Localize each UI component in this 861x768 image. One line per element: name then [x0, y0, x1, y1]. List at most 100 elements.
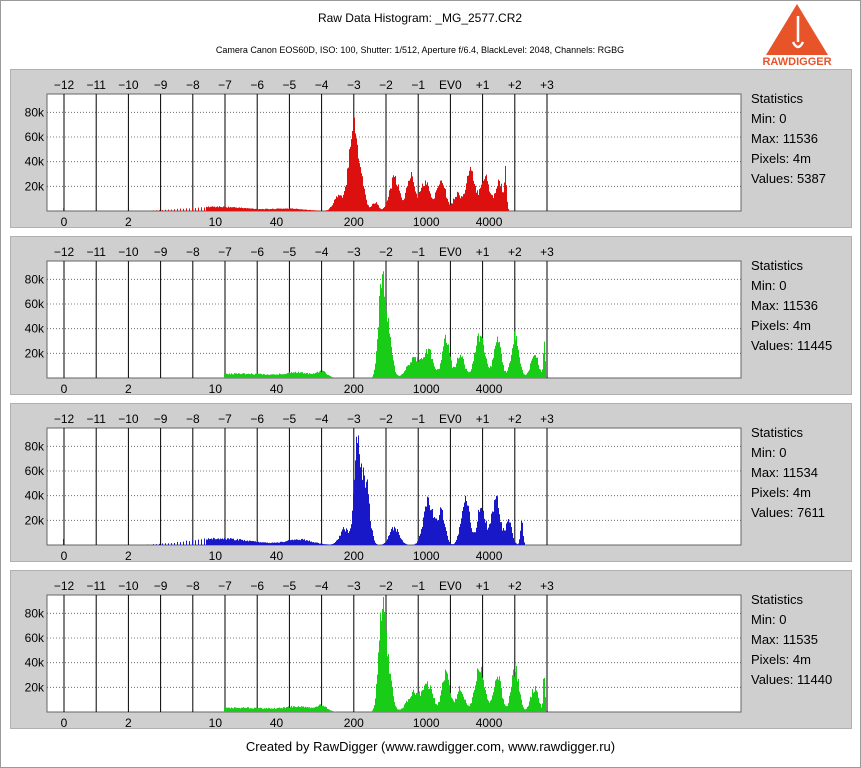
histogram-bar: [366, 199, 367, 211]
histogram-bar: [426, 184, 427, 211]
histogram-bar: [440, 695, 441, 712]
histogram-bar: [276, 374, 277, 378]
histogram-bar: [469, 511, 470, 545]
histogram-bar: [465, 495, 466, 545]
histogram-bar: [281, 374, 282, 378]
x-tick-label: 1000: [413, 382, 440, 396]
histogram-bar: [253, 708, 254, 712]
histogram-bar: [448, 201, 449, 211]
histogram-bar: [432, 358, 433, 378]
histogram-bar: [495, 680, 496, 712]
histogram-bar: [302, 372, 303, 378]
histogram-bar: [379, 640, 380, 712]
histogram-bar: [328, 209, 329, 211]
histogram-bar: [469, 371, 470, 378]
histogram-bar: [456, 698, 457, 712]
histogram-bar: [221, 539, 222, 545]
histogram-bar: [488, 184, 489, 211]
histogram-bar: [268, 209, 269, 211]
ev-tick-label: −3: [347, 412, 361, 426]
histogram-bar: [315, 542, 316, 545]
histogram-bar: [336, 540, 337, 545]
histogram-bar: [322, 370, 323, 378]
histogram-bar: [453, 700, 454, 712]
histogram-bar: [424, 511, 425, 545]
histogram-bar: [237, 707, 238, 712]
histogram-bar: [286, 541, 287, 545]
histogram-bar: [234, 207, 235, 211]
histogram-bar: [420, 359, 421, 378]
histogram-bar: [449, 204, 450, 211]
histogram-bar: [393, 360, 394, 378]
histogram-bar: [544, 341, 545, 378]
ev-tick-label: +2: [508, 245, 522, 259]
ev-tick-label: −12: [54, 245, 75, 259]
histogram-bar: [224, 206, 225, 211]
histogram-bar: [245, 208, 246, 211]
histogram-bar: [192, 207, 193, 211]
histogram-bar: [494, 349, 495, 378]
histogram-bar: [304, 209, 305, 211]
histogram-bar: [471, 528, 472, 545]
histogram-bar: [373, 374, 374, 378]
histogram-bar: [454, 702, 455, 712]
histogram-bar: [269, 708, 270, 712]
histogram-bar: [177, 541, 178, 545]
histogram-bar: [273, 708, 274, 712]
histogram-bar: [442, 682, 443, 712]
histogram-bar: [502, 362, 503, 378]
ev-tick-label: −4: [315, 245, 329, 259]
histogram-bar: [475, 352, 476, 378]
histogram-bar: [281, 541, 282, 545]
histogram-bar: [207, 539, 208, 545]
histogram-bar: [479, 341, 480, 378]
histogram-bar: [439, 515, 440, 545]
histogram-bar: [258, 373, 259, 378]
histogram-bar: [355, 133, 356, 211]
histogram-bar: [189, 541, 190, 545]
histogram-bar: [266, 208, 267, 211]
histogram-bar: [459, 195, 460, 211]
histogram-bar: [453, 544, 454, 545]
histogram-bar: [372, 376, 373, 378]
histogram-bar: [286, 208, 287, 211]
histogram-bar: [327, 374, 328, 378]
histogram-plot-blue: 20k 40k 60k 80k −12 −11 −10 −9 −8 −7 −6 −5 −4 −3 −2 −1 E…: [25, 412, 742, 563]
histogram-bar: [447, 344, 448, 378]
histogram-bar: [428, 348, 429, 378]
histogram-bar: [476, 192, 477, 211]
histogram-bar: [295, 539, 296, 545]
histogram-bar: [328, 709, 329, 712]
histogram-bar: [398, 375, 399, 378]
histogram-bar: [486, 694, 487, 712]
histogram-bar: [239, 207, 240, 211]
histogram-bar: [503, 192, 504, 211]
histogram-bar: [376, 683, 377, 712]
histogram-bar: [273, 208, 274, 211]
histogram-bar: [257, 373, 258, 378]
histogram-bar: [241, 707, 242, 712]
ev-tick-label: −5: [283, 245, 297, 259]
histogram-bar: [361, 463, 362, 545]
histogram-bar: [395, 175, 396, 211]
histogram-bar: [479, 189, 480, 211]
histogram-bar: [446, 530, 447, 545]
histogram-bar: [312, 374, 313, 378]
histogram-bar: [309, 707, 310, 712]
histogram-bar: [512, 675, 513, 712]
histogram-bar: [236, 707, 237, 712]
histogram-bar: [419, 535, 420, 545]
histogram-bar: [383, 596, 384, 712]
histogram-bar: [428, 186, 429, 211]
histogram-bar: [319, 371, 320, 378]
histogram-bar: [223, 539, 224, 545]
histogram-bar: [357, 443, 358, 545]
histogram-bar: [317, 706, 318, 712]
histogram-plot-green: 20k 40k 60k 80k −12 −11 −10 −9 −8 −7 −6 −5 −4 −3 −2 −1 E…: [25, 245, 742, 396]
histogram-bar: [275, 542, 276, 545]
histogram-bar: [316, 210, 317, 211]
histogram-bar: [258, 541, 259, 545]
histogram-bar: [497, 336, 498, 378]
histogram-bar: [470, 703, 471, 712]
histogram-bar: [228, 707, 229, 712]
